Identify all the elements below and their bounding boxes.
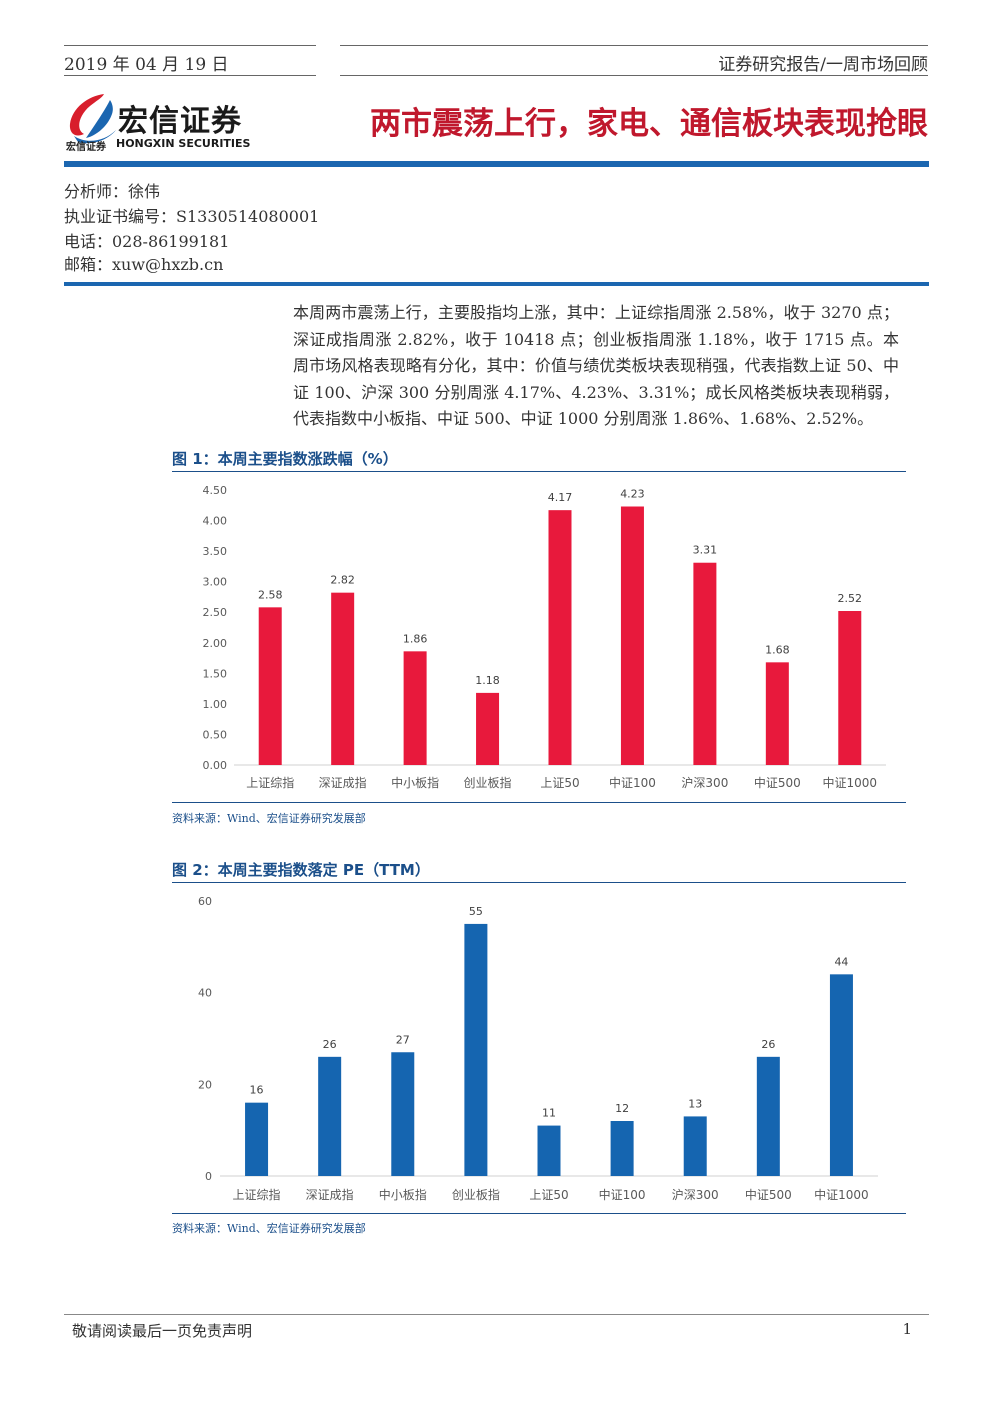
header-divider [64, 161, 929, 167]
bar [245, 1102, 269, 1176]
x-tick-label: 沪深300 [681, 776, 728, 790]
y-tick-label: 20 [198, 1078, 212, 1091]
data-label: 13 [688, 1097, 702, 1110]
figure-1-bottom-rule [172, 802, 906, 803]
x-tick-label: 深证成指 [319, 775, 367, 790]
header-rule-right-top [340, 45, 928, 46]
logo-subtitle-cn: 宏信证券 [66, 142, 106, 153]
bar [693, 562, 717, 765]
figure-1-source: 资料来源：Wind、宏信证券研究发展部 [172, 812, 366, 825]
x-tick-label: 创业板指 [464, 775, 512, 790]
figure-2-title: 图 2：本周主要指数落定 PE（TTM） [172, 861, 430, 879]
x-tick-label: 上证50 [540, 776, 579, 790]
info-divider [64, 282, 929, 286]
bar [464, 923, 488, 1176]
data-label: 44 [834, 955, 848, 968]
data-label: 3.31 [693, 544, 718, 557]
figure-1-chart: 0.00 0.50 1.00 1.50 2.00 2.50 3.00 3.50 4.00 4.50… [203, 484, 886, 790]
report-type: 证券研究报告/一周市场回顾 [718, 55, 928, 75]
data-label: 26 [323, 1038, 337, 1051]
bar [756, 1056, 780, 1176]
bar [683, 1116, 707, 1176]
x-tick-label: 中证500 [745, 1187, 792, 1202]
y-tick-label: 4.50 [203, 484, 228, 497]
x-tick-label: 中证100 [599, 1187, 646, 1202]
x-tick-label: 上证综指 [246, 775, 294, 790]
y-tick-label: 2.00 [203, 637, 228, 650]
report-date: 2019 年 04 月 19 日 [64, 55, 229, 75]
summary-paragraph: 本周两市震荡上行，主要股指均上涨，其中：上证综指周涨 2.58%，收于 3270… [293, 303, 899, 428]
y-tick-label: 0 [205, 1170, 212, 1183]
bar [476, 692, 500, 765]
x-tick-label: 中证500 [754, 775, 801, 790]
analyst-phone: 电话：028-86199181 [64, 232, 230, 251]
logo-wordmark: 宏信证券 [118, 104, 242, 139]
logo-subtitle-en: HONGXIN SECURITIES [116, 137, 251, 150]
bar [765, 662, 789, 765]
y-tick-label: 2.50 [203, 606, 228, 619]
bar [838, 611, 862, 765]
data-label: 12 [615, 1102, 629, 1115]
x-tick-label: 中证1000 [814, 1187, 869, 1202]
bar [620, 506, 644, 765]
bar [403, 651, 427, 765]
data-label: 2.52 [838, 592, 863, 605]
bar [548, 510, 572, 765]
figure-1-top-rule [172, 471, 906, 472]
figure-2-bottom-rule [172, 1213, 906, 1214]
data-label: 2.82 [330, 574, 355, 587]
y-tick-label: 3.50 [203, 545, 228, 558]
data-label: 11 [542, 1107, 556, 1120]
x-tick-label: 中小板指 [379, 1187, 427, 1202]
bar [391, 1052, 415, 1176]
x-tick-label: 中证1000 [823, 775, 878, 790]
data-label: 27 [396, 1033, 410, 1046]
y-tick-label: 60 [198, 895, 212, 908]
page-number: 1 [902, 1320, 912, 1338]
report-headline: 两市震荡上行，家电、通信板块表现抢眼 [370, 106, 928, 142]
bar [829, 974, 853, 1176]
x-tick-label: 深证成指 [306, 1187, 354, 1202]
header-rule-left-top [64, 45, 316, 46]
bar [537, 1125, 561, 1176]
y-tick-label: 3.00 [203, 576, 228, 589]
y-tick-label: 0.50 [203, 728, 228, 741]
x-tick-label: 上证综指 [233, 1187, 281, 1202]
footer-disclaimer: 敬请阅读最后一页免责声明 [72, 1322, 253, 1340]
figure-2-source: 资料来源：Wind、宏信证券研究发展部 [172, 1222, 366, 1235]
y-tick-label: 1.00 [203, 698, 228, 711]
x-tick-label: 沪深300 [672, 1188, 719, 1202]
data-label: 1.18 [475, 674, 500, 687]
company-logo-icon [69, 94, 116, 144]
data-label: 1.68 [765, 643, 790, 656]
analyst-email: 邮箱：xuw@hxzb.cn [64, 255, 224, 274]
x-tick-label: 中证100 [609, 775, 656, 790]
x-tick-label: 创业板指 [452, 1187, 500, 1202]
analyst-name: 分析师：徐伟 [64, 182, 161, 201]
figure-1-title: 图 1：本周主要指数涨跌幅（%） [172, 450, 398, 468]
data-label: 4.23 [620, 488, 645, 501]
data-label: 4.17 [548, 491, 573, 504]
header-rule-right-bottom [340, 75, 928, 76]
data-label: 16 [250, 1084, 264, 1097]
data-label: 26 [761, 1038, 775, 1051]
figure-2-chart: 0 20 40 60 16 上证综指 26 深证成指 27 中小板指 55 创业板指 11 上证50 12 中… [198, 895, 878, 1202]
data-label: 2.58 [258, 588, 283, 601]
header-rule-left-bottom [64, 75, 316, 76]
figure-2-top-rule [172, 882, 906, 883]
x-tick-label: 中小板指 [391, 775, 439, 790]
footer-rule [64, 1314, 929, 1315]
y-tick-label: 1.50 [203, 667, 228, 680]
y-tick-label: 40 [198, 987, 212, 1000]
bar [318, 1056, 342, 1176]
bar [610, 1121, 634, 1176]
x-tick-label: 上证50 [529, 1188, 568, 1202]
data-label: 1.86 [403, 632, 428, 645]
bar [331, 592, 355, 765]
y-tick-label: 0.00 [203, 759, 228, 772]
analyst-cert: 执业证书编号：S1330514080001 [64, 207, 320, 226]
y-tick-label: 4.00 [203, 515, 228, 528]
bar [258, 607, 282, 765]
data-label: 55 [469, 905, 483, 918]
